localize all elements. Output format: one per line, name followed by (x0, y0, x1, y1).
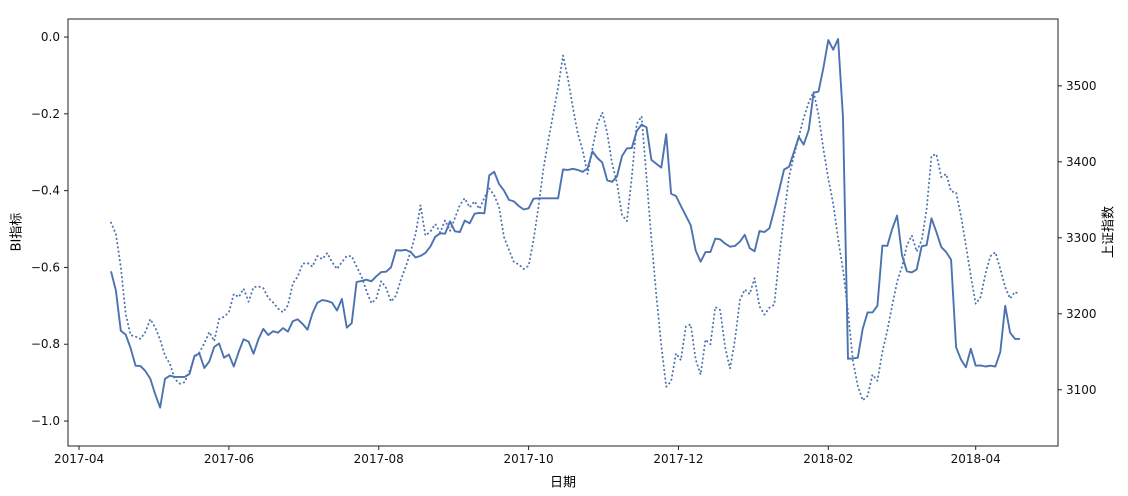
left-axis-title: BI指标 (9, 212, 25, 252)
x-tick-label: 2018-02 (803, 452, 853, 466)
right-tick-label: 3400 (1066, 155, 1097, 169)
left-tick-label: −0.8 (31, 337, 60, 351)
right-tick-label: 3500 (1066, 79, 1097, 93)
x-tick-label: 2017-08 (354, 452, 404, 466)
left-tick-label: −0.4 (31, 184, 60, 198)
left-axis-ticks: 0.0 −0.2 −0.4 −0.6 −0.8 −1.0 (31, 30, 68, 428)
right-tick-label: 3100 (1066, 383, 1097, 397)
right-tick-label: 3300 (1066, 231, 1097, 245)
left-tick-label: −1.0 (31, 414, 60, 428)
x-tick-label: 2018-04 (951, 452, 1001, 466)
left-tick-label: −0.2 (31, 107, 60, 121)
right-axis-title: 上证指数 (1101, 205, 1117, 259)
left-tick-label: −0.6 (31, 260, 60, 274)
x-tick-label: 2017-10 (504, 452, 554, 466)
x-tick-label: 2017-04 (54, 452, 104, 466)
right-axis-ticks: 3500 3400 3300 3200 3100 (1058, 79, 1097, 397)
x-tick-label: 2017-06 (204, 452, 254, 466)
axes-spines (67, 18, 1059, 447)
x-axis-title: 日期 (549, 475, 577, 491)
sse-index-line (110, 54, 1021, 402)
x-tick-label: 2017-12 (653, 452, 703, 466)
bi-indicator-line (110, 38, 1020, 409)
right-tick-label: 3200 (1066, 307, 1097, 321)
left-tick-label: 0.0 (41, 30, 60, 44)
x-axis-ticks: 2017-04 2017-06 2017-08 2017-10 2017-12 2018-… (54, 446, 1001, 466)
